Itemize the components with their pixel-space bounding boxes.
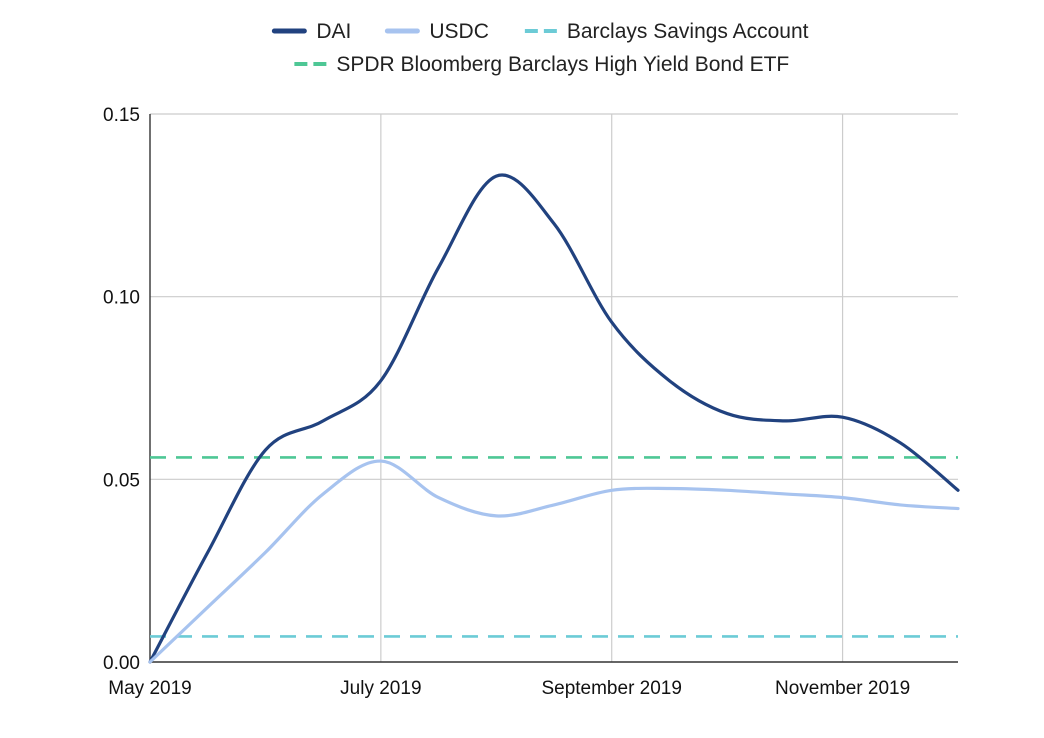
grid-layer bbox=[150, 113, 958, 662]
legend-item: USDC bbox=[384, 20, 489, 43]
x-tick-label: May 2019 bbox=[108, 678, 191, 699]
y-tick-label: 0.05 bbox=[103, 470, 140, 491]
series-layer bbox=[148, 173, 960, 664]
axis-layer: 0.00 0.05 0.10 0.15 May 2019 July 2019 Septemb… bbox=[103, 105, 958, 699]
legend-item: DAI bbox=[271, 20, 351, 43]
series-line-dai bbox=[148, 173, 960, 664]
x-tick-label: July 2019 bbox=[340, 678, 421, 699]
legend-label: SPDR Bloomberg Barclays High Yield Bond … bbox=[336, 53, 789, 76]
y-tick-label: 0.10 bbox=[103, 288, 140, 309]
legend-label: Barclays Savings Account bbox=[567, 20, 809, 43]
series-line-usdc bbox=[148, 459, 960, 664]
y-tick-label: 0.00 bbox=[103, 653, 140, 674]
legend-item: SPDR Bloomberg Barclays High Yield Bond … bbox=[294, 53, 789, 76]
x-tick-label: September 2019 bbox=[541, 678, 682, 699]
x-tick-label: November 2019 bbox=[775, 678, 910, 699]
legend-label: DAI bbox=[316, 20, 351, 43]
legend-label: USDC bbox=[429, 20, 489, 43]
legend-item: Barclays Savings Account bbox=[524, 20, 809, 43]
y-tick-label: 0.15 bbox=[103, 105, 140, 126]
legend: DAI USDC Barclays Savings Account SPDR Bloo… bbox=[271, 20, 809, 76]
